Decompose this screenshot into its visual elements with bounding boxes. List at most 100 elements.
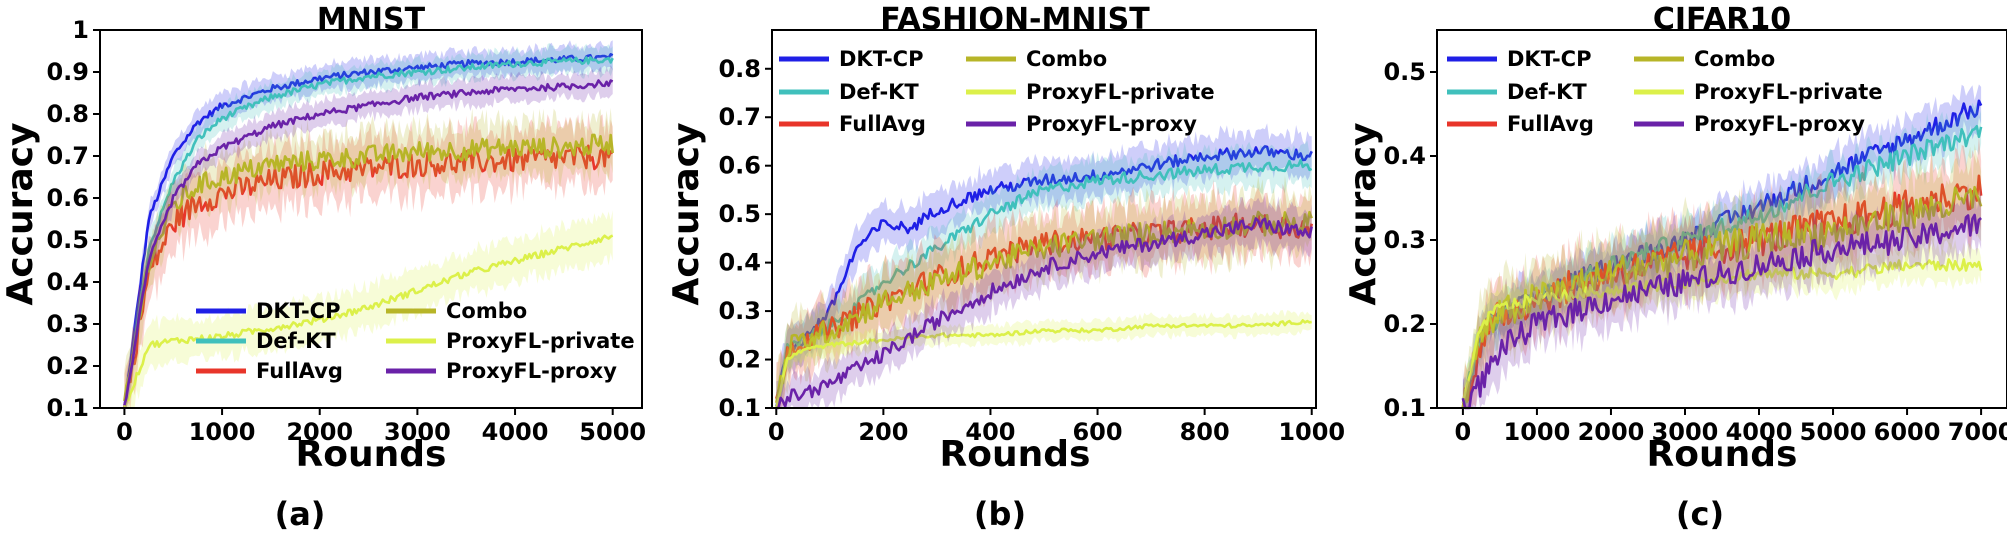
- series-line-proxyfl-proxy: [123, 79, 614, 406]
- x-axis-label: Rounds: [1647, 434, 1798, 475]
- x-tick-label: 1000: [1504, 418, 1571, 446]
- y-tick-label: 0.4: [1383, 142, 1426, 170]
- y-tick-label: 0.1: [1383, 394, 1426, 422]
- x-tick-label: 0: [768, 418, 785, 446]
- x-tick-label: 5000: [579, 418, 646, 446]
- x-tick-label: 400: [965, 418, 1015, 446]
- legend-label: ProxyFL-proxy: [1694, 112, 1865, 136]
- legend-label: Def-KT: [1507, 80, 1587, 104]
- y-tick-label: 0.5: [46, 226, 89, 254]
- axes-frame: [771, 29, 1317, 409]
- x-tick-label: 7000: [1948, 418, 2007, 446]
- legend-label: Def-KT: [256, 329, 336, 353]
- series-line-def-kt: [123, 56, 614, 409]
- series-line-proxyfl-proxy: [776, 217, 1313, 410]
- legend: DKT-CP Def-KT FullAvg Combo ProxyFL-priv…: [196, 299, 635, 383]
- x-ticks: 0 1000 2000 3000 4000 5000: [116, 408, 646, 446]
- legend-label: ProxyFL-private: [446, 329, 635, 353]
- legend-label: Def-KT: [839, 80, 919, 104]
- y-tick-label: 0.4: [718, 249, 761, 277]
- axes-frame: [99, 29, 643, 409]
- y-tick-label: 0.7: [46, 142, 89, 170]
- series-line-combo: [123, 133, 614, 402]
- y-ticks: 0.1 0.2 0.3 0.4 0.5 0.6 0.7 0.8 0.9 1: [46, 16, 100, 422]
- y-tick-label: 1: [72, 16, 89, 44]
- legend-label: DKT-CP: [839, 47, 923, 71]
- plot-area: [1461, 84, 1983, 410]
- x-tick-label: 4000: [482, 418, 549, 446]
- y-tick-label: 0.6: [46, 184, 89, 212]
- x-tick-label: 800: [1180, 418, 1230, 446]
- x-tick-label: 3000: [1652, 418, 1719, 446]
- band-proxyfl-private: [1462, 239, 1982, 408]
- legend: DKT-CP Def-KT FullAvg Combo ProxyFL-priv…: [779, 47, 1215, 136]
- band-proxyfl-proxy: [776, 195, 1312, 408]
- y-tick-label: 0.6: [718, 152, 761, 180]
- legend-label: FullAvg: [839, 112, 926, 136]
- y-axis-label: Accuracy: [0, 122, 41, 305]
- legend: DKT-CP Def-KT FullAvg Combo ProxyFL-priv…: [1447, 47, 1883, 136]
- x-tick-label: 1000: [1278, 418, 1345, 446]
- legend-label: ProxyFL-proxy: [446, 359, 617, 383]
- y-ticks: 0.1 0.2 0.3 0.4 0.5: [1383, 58, 1437, 422]
- axes-frame: [1436, 29, 2007, 409]
- y-tick-label: 0.8: [718, 55, 761, 83]
- x-tick-label: 1000: [189, 418, 256, 446]
- band-combo: [124, 107, 613, 409]
- y-axis-label: Accuracy: [666, 122, 707, 305]
- band-combo: [776, 175, 1312, 408]
- legend-label: ProxyFL-private: [1694, 80, 1883, 104]
- y-tick-label: 0.4: [46, 268, 89, 296]
- x-axis-label: Rounds: [296, 434, 447, 475]
- x-tick-label: 3000: [384, 418, 451, 446]
- y-tick-label: 0.2: [1383, 310, 1426, 338]
- x-tick-label: 200: [858, 418, 908, 446]
- y-axis-label: Accuracy: [1343, 122, 1384, 305]
- x-tick-label: 600: [1072, 418, 1122, 446]
- x-ticks: 0 1000 2000 3000 4000 5000 6000 7000: [1455, 408, 2007, 446]
- legend-label: Combo: [446, 299, 527, 323]
- y-tick-label: 0.3: [46, 310, 89, 338]
- subfigure-label: (a): [275, 495, 326, 533]
- panel-title: CIFAR10: [1653, 2, 1791, 37]
- x-tick-label: 2000: [1578, 418, 1645, 446]
- series-line-def-kt: [1461, 125, 1983, 409]
- series-line-dkt-cp: [775, 145, 1313, 407]
- panel-mnist: MNIST Accuracy Rounds (a) 0.1 0.2 0.3 0.4 0.…: [0, 2, 646, 533]
- x-tick-label: 6000: [1874, 418, 1941, 446]
- series-line-proxyfl-private: [775, 319, 1312, 409]
- panel-cifar10: CIFAR10 Accuracy Rounds (c) 0.1 0.2 0.3 0.4…: [1343, 2, 2007, 533]
- x-tick-label: 4000: [1726, 418, 1793, 446]
- panel-title: FASHION-MNIST: [880, 2, 1150, 37]
- y-tick-label: 0.2: [46, 352, 89, 380]
- legend-label: DKT-CP: [256, 299, 340, 323]
- legend-label: FullAvg: [256, 359, 343, 383]
- series-line-combo: [1461, 185, 1983, 409]
- series-line-dkt-cp: [123, 52, 614, 408]
- series-line-def-kt: [775, 158, 1313, 409]
- subfigure-label: (b): [974, 495, 1026, 533]
- x-tick-label: 2000: [286, 418, 353, 446]
- plot-area: [775, 123, 1313, 410]
- legend-label: ProxyFL-proxy: [1026, 112, 1197, 136]
- x-axis-label: Rounds: [940, 434, 1091, 475]
- y-tick-label: 0.5: [718, 200, 761, 228]
- legend-label: ProxyFL-private: [1026, 80, 1215, 104]
- y-tick-label: 0.9: [46, 58, 89, 86]
- y-tick-label: 0.3: [1383, 226, 1426, 254]
- panel-title: MNIST: [317, 2, 426, 37]
- x-tick-label: 0: [116, 418, 133, 446]
- x-tick-label: 0: [1455, 418, 1472, 446]
- y-tick-label: 0.2: [718, 346, 761, 374]
- y-tick-label: 0.5: [1383, 58, 1426, 86]
- band-fullavg: [124, 112, 613, 409]
- x-ticks: 0 200 400 600 800 1000: [768, 408, 1345, 446]
- band-def-kt: [776, 140, 1312, 408]
- y-tick-label: 0.1: [718, 394, 761, 422]
- panel-fashion-mnist: FASHION-MNIST Accuracy Rounds (b) 0.1 0.2…: [666, 2, 1345, 533]
- y-tick-label: 0.1: [46, 394, 89, 422]
- series-line-proxyfl-proxy: [1461, 213, 1982, 410]
- subfigure-label: (c): [1676, 495, 1724, 533]
- legend-label: DKT-CP: [1507, 47, 1591, 71]
